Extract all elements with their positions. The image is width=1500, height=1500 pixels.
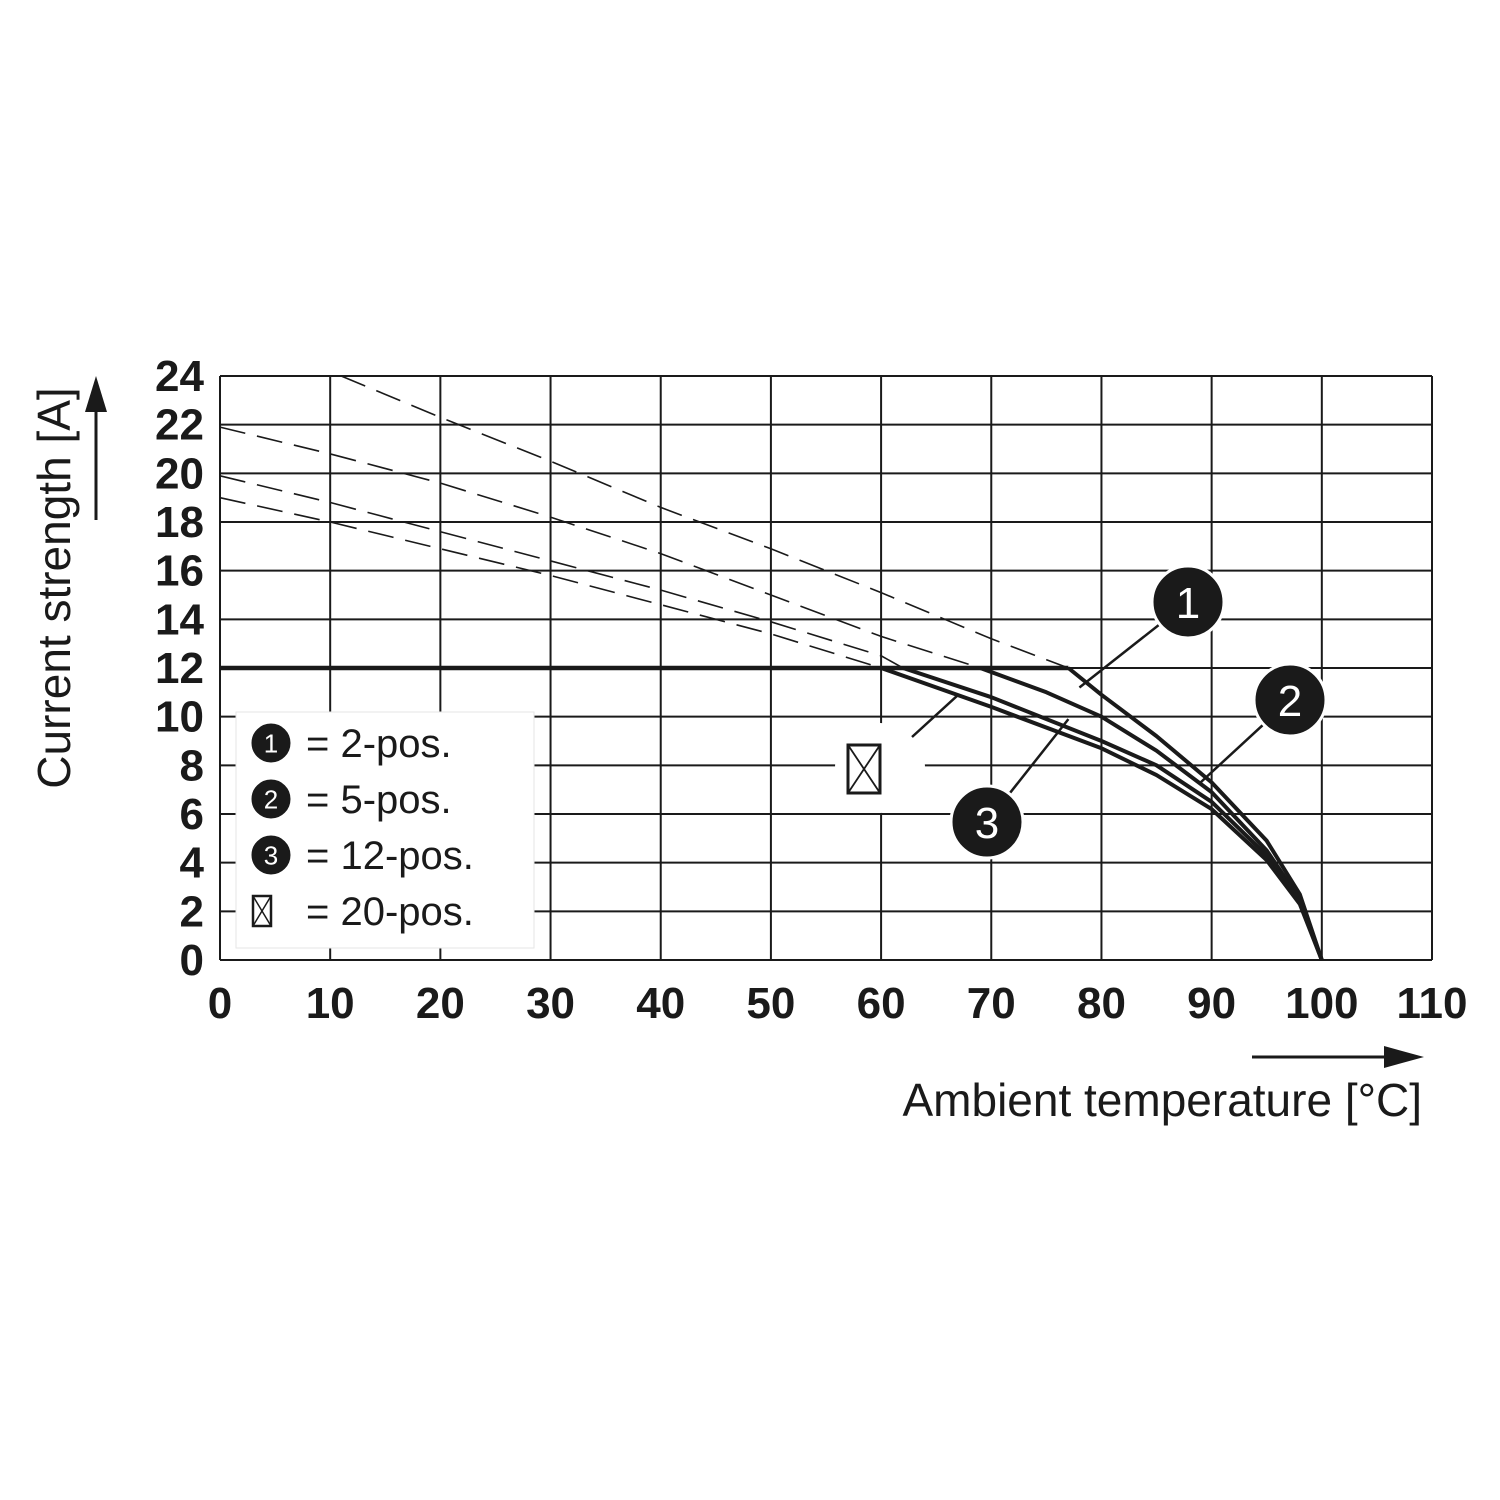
legend-label: = 12-pos. [306, 834, 474, 878]
annotation-leader [911, 693, 960, 738]
y-tick-label: 0 [180, 936, 204, 985]
y-tick-label: 4 [180, 839, 205, 888]
y-tick-label: 2 [180, 887, 204, 936]
x-tick-label: 20 [416, 979, 465, 1028]
y-tick-label: 14 [155, 595, 204, 644]
y-axis-title-group: Current strength [A] [28, 376, 107, 789]
y-tick-label: 24 [155, 352, 204, 401]
x-axis-title: Ambient temperature [°C] [903, 1074, 1423, 1126]
x-tick-label: 30 [526, 979, 575, 1028]
y-tick-label: 18 [155, 498, 204, 547]
x-tick-label: 100 [1285, 979, 1358, 1028]
series-dashed-line [340, 375, 1069, 669]
y-axis-title: Current strength [A] [28, 387, 80, 788]
series-dashed-line [219, 426, 981, 669]
x-tick-label: 40 [636, 979, 685, 1028]
legend-badge-icon [248, 832, 294, 878]
y-tick-label: 10 [155, 693, 204, 742]
y-tick-label: 12 [155, 644, 204, 693]
curve-annotations: 1 2 3 [835, 564, 1328, 860]
x-tick-label: 10 [306, 979, 355, 1028]
y-tick-label: 16 [155, 547, 204, 596]
legend-crossed-box-icon [251, 894, 273, 928]
legend-label: = 20-pos. [306, 890, 474, 934]
annotation-badge-label: 3 [975, 799, 999, 848]
legend-badge-label: 2 [264, 784, 278, 814]
legend-label: = 5-pos. [306, 778, 452, 822]
x-tick-label: 60 [857, 979, 906, 1028]
legend-badge-label: 1 [264, 728, 278, 758]
y-axis-arrow-icon [85, 376, 107, 412]
y-tick-label: 8 [180, 741, 204, 790]
x-tick-label: 0 [208, 979, 232, 1028]
series-dashed-line [219, 475, 904, 669]
plot-curves [219, 375, 1324, 961]
x-axis-arrow-icon [1384, 1046, 1424, 1068]
x-tick-label: 80 [1077, 979, 1126, 1028]
y-tick-label: 20 [155, 449, 204, 498]
annotation-badge-icon [1252, 662, 1328, 738]
x-axis-title-group: Ambient temperature [°C] [903, 1046, 1424, 1126]
legend-badge-icon [248, 720, 294, 766]
annotation-badge-icon [1150, 564, 1226, 640]
legend-badge-icon [248, 776, 294, 822]
annotation-badge-label: 2 [1278, 677, 1302, 726]
annotation-badge-icon [949, 784, 1025, 860]
x-tick-label: 70 [967, 979, 1016, 1028]
legend: 1 = 2-pos. 2 = 5-pos. 3 = 12-pos. = 20-pos. [235, 711, 535, 949]
plot-grid [219, 375, 1433, 961]
x-tick-label: 90 [1187, 979, 1236, 1028]
y-tick-label: 22 [155, 401, 204, 450]
annotation-badge-label: 1 [1176, 579, 1200, 628]
axis-ticks: 0 10 20 30 40 50 60 70 80 90 100 110024681012141618… [155, 352, 1467, 1028]
x-tick-label: 110 [1397, 979, 1468, 1028]
annotation-crossed-box-icon [846, 743, 882, 795]
annotation-crossed-box-icon-diag [847, 744, 881, 794]
legend-crossed-box-icon-diag [252, 895, 272, 927]
legend-badge-label: 3 [264, 840, 278, 870]
series-line [880, 666, 1324, 961]
x-tick-label: 50 [746, 979, 795, 1028]
legend-label: = 2-pos. [306, 722, 452, 766]
series-line [1067, 666, 1324, 961]
y-tick-label: 6 [180, 790, 204, 839]
